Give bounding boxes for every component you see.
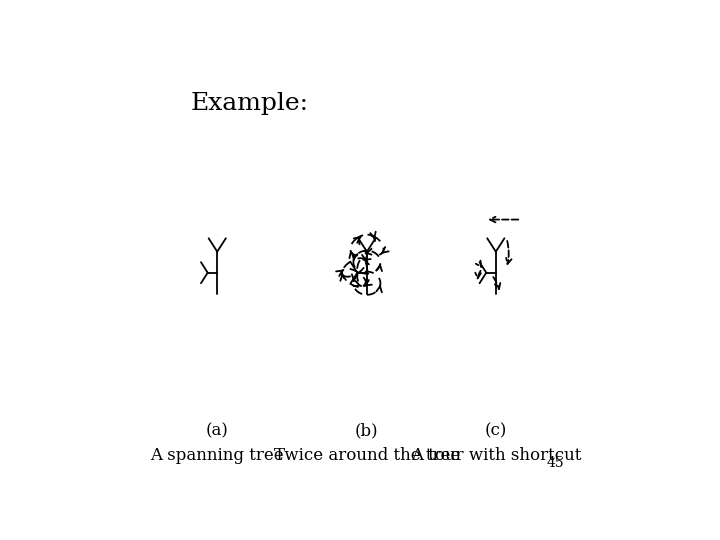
Text: 45: 45 [546, 456, 564, 470]
Text: (a)
A spanning tree: (a) A spanning tree [150, 422, 284, 464]
Text: (c)
A tour with shortcut: (c) A tour with shortcut [410, 422, 581, 464]
Text: Example:: Example: [190, 92, 308, 115]
Text: (b)
Twice around the tree: (b) Twice around the tree [274, 422, 460, 464]
